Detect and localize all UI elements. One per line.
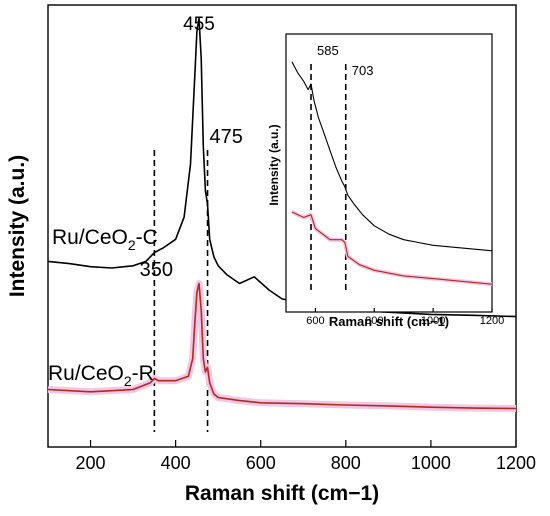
inset-peak-annotation-585: 585	[317, 43, 339, 58]
inset-x-ticks: 600 800 1000 1200	[306, 308, 504, 327]
x-tick-label: 400	[161, 453, 191, 473]
series-label-r: Ru/CeO2-R	[48, 362, 154, 389]
main-x-axis-title: Raman shift (cm−1)	[185, 482, 379, 505]
x-tick-label: 1200	[496, 453, 536, 473]
inset-peak-annotation-703: 703	[352, 63, 374, 78]
main-plot-frame	[47, 4, 517, 448]
x-tick-label: 600	[306, 315, 324, 327]
peak-annotation-475: 475	[210, 126, 243, 148]
main-x-ticks: 200 400 600 800 1000 1200	[76, 440, 536, 473]
inset-dashed-lines	[310, 64, 347, 290]
inset-background	[285, 33, 493, 313]
series-line	[47, 282, 517, 410]
series-line	[291, 211, 493, 285]
main-y-axis-title: Intensity (a.u.)	[6, 155, 29, 297]
x-tick-label: 200	[76, 453, 106, 473]
main-annotations: 455 475 350	[140, 14, 243, 281]
inset-series-group	[291, 61, 493, 287]
x-tick-label: 800	[365, 315, 383, 327]
x-tick-label: 1200	[480, 315, 504, 327]
x-tick-label: 1000	[421, 315, 445, 327]
peak-annotation-350: 350	[140, 259, 173, 281]
inset-x-axis-title: Raman shift (cm−1)	[329, 314, 449, 329]
peak-annotation-455: 455	[183, 14, 215, 35]
series-line	[291, 61, 493, 252]
x-tick-label: 1000	[411, 453, 451, 473]
series-label-c: Ru/CeO2-C	[52, 226, 158, 253]
x-tick-label: 600	[246, 453, 276, 473]
x-tick-label: 800	[331, 453, 361, 473]
inset-y-axis-title: Intensity (a.u.)	[267, 124, 281, 205]
inset-annotations: 585 703	[317, 43, 373, 78]
